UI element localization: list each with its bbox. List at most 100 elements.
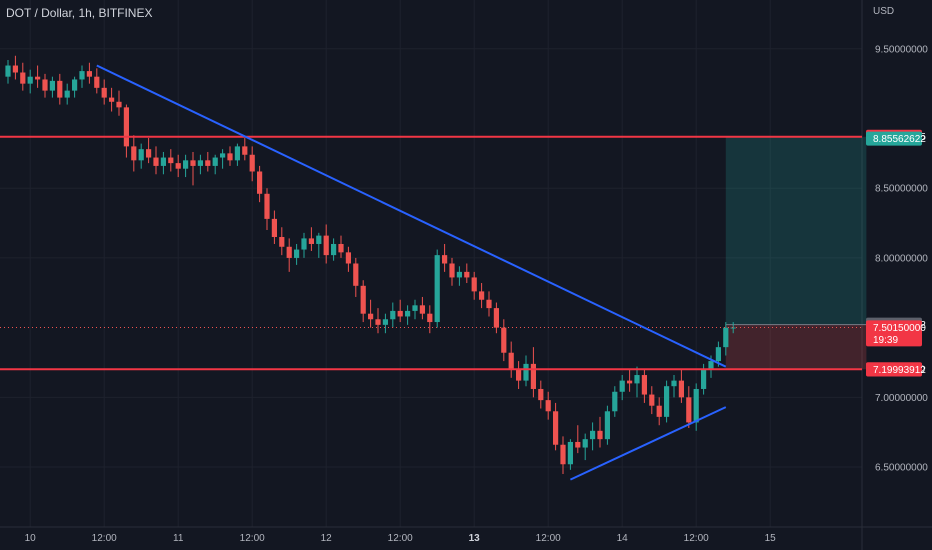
candle-up (138, 149, 144, 161)
candle-down (146, 149, 152, 158)
candle-down (190, 160, 196, 166)
candle-up (382, 319, 388, 325)
currency-label: USD (873, 6, 895, 17)
candle-down (338, 243, 344, 253)
candle-down (368, 313, 374, 320)
candle-down (175, 163, 181, 169)
price-label-text: 8.85562622 (873, 134, 926, 145)
candle-up (27, 76, 33, 84)
candle-series (5, 55, 736, 475)
candle-up (730, 327, 736, 329)
candle-down (597, 430, 603, 440)
candle-up (220, 153, 226, 158)
candle-down (419, 305, 425, 314)
candle-down (101, 87, 107, 98)
price-tick-label: 8.00000000 (875, 253, 928, 264)
candle-up (434, 255, 440, 323)
candle-up (331, 243, 337, 256)
candle-down (279, 237, 285, 247)
price-tick-label: 9.50000000 (875, 44, 928, 55)
time-tick-label: 12 (321, 533, 333, 544)
candle-down (375, 319, 381, 325)
candle-down (641, 375, 647, 395)
candle-down (360, 285, 366, 314)
candle-down (205, 160, 211, 166)
time-axis: 10 12:00 11 12:00 12 12:00 13 12:00 14 12:00 15 (25, 533, 777, 544)
candle-down (257, 171, 263, 194)
candle-up (234, 146, 240, 161)
time-tick-label: 11 (173, 533, 184, 544)
time-tick-label: 12:00 (240, 533, 265, 544)
price-label-box (866, 320, 922, 347)
candle-down (486, 299, 492, 309)
price-label-text: 7.50150000 (873, 323, 926, 334)
candle-down (560, 444, 566, 465)
drawn-lines (0, 64, 862, 481)
candle-down (249, 154, 255, 172)
candle-down (57, 80, 63, 98)
candle-down (686, 397, 692, 423)
candle-up (390, 310, 396, 320)
candle-up (197, 160, 203, 166)
price-label-text: 7.19993912 (873, 365, 926, 376)
candle-up (49, 80, 55, 91)
candle-up (316, 235, 322, 244)
candle-up (708, 361, 714, 370)
candle-down (345, 252, 351, 264)
candle-down (286, 246, 292, 258)
candle-down (545, 400, 551, 412)
candle-up (64, 90, 70, 98)
candle-down (471, 277, 477, 292)
candle-up (79, 71, 85, 80)
candle-up (294, 249, 300, 258)
candle-up (582, 439, 588, 448)
time-tick-label: 12:00 (388, 533, 413, 544)
candle-down (464, 271, 470, 278)
candle-down (242, 146, 248, 155)
price-axis: 9.50000000 8.50000000 8.00000000 7.00000000… (875, 44, 928, 473)
price-tick-label: 6.50000000 (875, 463, 928, 474)
trendline (96, 64, 727, 368)
candle-down (530, 363, 536, 389)
candle-down (678, 380, 684, 398)
price-labels: 8.869238858.855626227.521588027.50150000… (866, 129, 926, 377)
time-tick-label: 12:00 (684, 533, 709, 544)
candle-up (456, 271, 462, 278)
time-tick-label: 14 (617, 533, 629, 544)
candle-up (612, 391, 618, 412)
candle-down (12, 65, 18, 73)
candle-up (715, 347, 721, 362)
candle-down (627, 380, 633, 384)
chart-title: DOT / Dollar, 1h, BITFINEX (6, 6, 153, 20)
candle-down (397, 310, 403, 317)
time-tick-label: 10 (25, 533, 37, 544)
candle-down (42, 79, 48, 91)
candle-down (308, 238, 314, 244)
candle-down (442, 255, 448, 264)
trendline (569, 406, 727, 481)
candle-down (538, 388, 544, 401)
candle-up (590, 430, 596, 440)
candle-down (516, 369, 522, 381)
candle-down (323, 235, 329, 256)
candle-down (94, 76, 100, 88)
time-tick-label: 12:00 (536, 533, 561, 544)
long-position-zones (725, 136, 867, 370)
candle-down (553, 411, 559, 445)
candle-up (160, 157, 166, 166)
candle-down (271, 218, 277, 238)
candle-up (664, 386, 670, 417)
candle-down (427, 313, 433, 323)
candle-down (501, 327, 507, 353)
candle-down (168, 157, 174, 164)
price-tick-label: 7.00000000 (875, 393, 928, 404)
candle-up (412, 305, 418, 311)
time-tick-label: 13 (469, 533, 481, 544)
candle-up (405, 310, 411, 317)
candle-down (86, 71, 92, 77)
candle-up (523, 363, 529, 381)
candle-down (109, 97, 115, 102)
candle-down (123, 107, 129, 147)
candle-up (693, 388, 699, 423)
